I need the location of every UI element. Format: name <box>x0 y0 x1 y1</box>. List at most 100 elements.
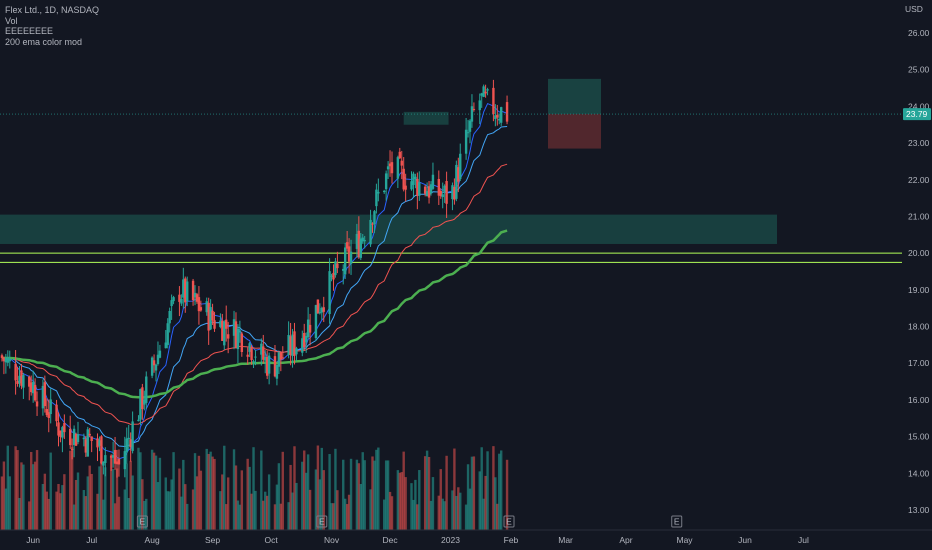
candle-body[interactable] <box>199 307 203 311</box>
candle-body[interactable] <box>143 399 146 405</box>
candle-body[interactable] <box>398 151 401 159</box>
candle-body[interactable] <box>88 433 91 436</box>
candle-body[interactable] <box>170 300 173 307</box>
candle-body[interactable] <box>150 357 154 376</box>
candle-body[interactable] <box>123 451 127 470</box>
candle-body[interactable] <box>4 358 8 363</box>
candle-body[interactable] <box>295 348 298 355</box>
candle-body[interactable] <box>404 185 407 190</box>
candle-body[interactable] <box>137 419 140 422</box>
candle-body[interactable] <box>439 190 442 197</box>
candle-body[interactable] <box>84 439 88 453</box>
candle-body[interactable] <box>43 382 47 407</box>
candle-body[interactable] <box>480 93 483 96</box>
candle-body[interactable] <box>207 302 210 331</box>
candle-body[interactable] <box>14 363 17 381</box>
candle-body[interactable] <box>96 438 99 448</box>
candle-body[interactable] <box>250 347 253 361</box>
candle-body[interactable] <box>234 321 238 348</box>
candle-body[interactable] <box>303 332 306 348</box>
candle-body[interactable] <box>498 118 501 121</box>
candle-body[interactable] <box>277 352 281 367</box>
candle-body[interactable] <box>90 436 93 442</box>
candle-body[interactable] <box>427 186 431 198</box>
candle-body[interactable] <box>109 455 113 458</box>
candle-body[interactable] <box>111 455 115 458</box>
candle-body[interactable] <box>416 178 419 196</box>
candle-body[interactable] <box>402 168 405 190</box>
candle-body[interactable] <box>468 120 472 132</box>
candle-body[interactable] <box>45 409 49 416</box>
candle-body[interactable] <box>125 438 128 453</box>
candle-body[interactable] <box>355 233 359 249</box>
candle-body[interactable] <box>357 230 361 258</box>
candle-body[interactable] <box>248 343 251 352</box>
candle-body[interactable] <box>273 356 277 377</box>
candle-body[interactable] <box>100 436 103 464</box>
candle-body[interactable] <box>154 364 158 371</box>
candle-body[interactable] <box>47 412 50 418</box>
candle-body[interactable] <box>494 115 497 120</box>
candle-body[interactable] <box>102 461 105 466</box>
candle-body[interactable] <box>472 108 476 110</box>
candle-body[interactable] <box>423 186 427 194</box>
candle-body[interactable] <box>400 160 403 166</box>
candle-body[interactable] <box>186 281 189 302</box>
candle-body[interactable] <box>59 430 62 437</box>
candle-body[interactable] <box>347 246 351 262</box>
earnings-marker[interactable] <box>316 515 328 528</box>
candle-body[interactable] <box>232 319 236 336</box>
candle-body[interactable] <box>158 350 162 358</box>
candle-body[interactable] <box>322 307 325 312</box>
candle-body[interactable] <box>180 298 183 304</box>
candle-body[interactable] <box>20 370 23 386</box>
candle-body[interactable] <box>455 164 458 199</box>
stop-zone[interactable] <box>548 114 601 149</box>
candle-body[interactable] <box>478 100 481 111</box>
candle-body[interactable] <box>61 427 64 438</box>
candle-body[interactable] <box>139 389 142 420</box>
candle-body[interactable] <box>275 364 279 379</box>
candle-body[interactable] <box>457 167 460 182</box>
candle-body[interactable] <box>336 263 339 269</box>
candle-body[interactable] <box>35 401 39 407</box>
candle-body[interactable] <box>131 421 134 451</box>
candle-body[interactable] <box>412 173 415 185</box>
price-axis[interactable]: 13.00 14.00 15.00 16.00 17.00 18.00 19.00 20.00… <box>903 28 931 515</box>
candle-body[interactable] <box>505 102 509 122</box>
candle-body[interactable] <box>129 439 132 448</box>
candle-body[interactable] <box>445 181 448 204</box>
candle-body[interactable] <box>316 299 320 314</box>
candle-body[interactable] <box>219 320 222 327</box>
candle-body[interactable] <box>334 261 337 276</box>
candle-body[interactable] <box>320 307 323 313</box>
candle-body[interactable] <box>113 449 117 464</box>
candle-body[interactable] <box>486 89 489 91</box>
target-zone[interactable] <box>548 78 601 115</box>
candle-body[interactable] <box>359 238 362 258</box>
candle-body[interactable] <box>197 297 201 312</box>
candle-body[interactable] <box>33 384 37 401</box>
candle-body[interactable] <box>384 173 388 190</box>
candle-body[interactable] <box>349 251 353 264</box>
candle-body[interactable] <box>195 294 199 302</box>
candle-body[interactable] <box>304 335 308 343</box>
candles-layer[interactable] <box>0 79 509 478</box>
candle-body[interactable] <box>213 320 216 329</box>
candle-body[interactable] <box>226 334 230 339</box>
candle-body[interactable] <box>414 176 417 180</box>
time-axis[interactable]: Jun Jul Aug Sep Oct Nov Dec 2023 Feb Mar Apr May Jun… <box>26 535 809 545</box>
candle-body[interactable] <box>28 376 31 387</box>
candle-body[interactable] <box>492 87 495 115</box>
candle-body[interactable] <box>343 247 347 275</box>
candle-body[interactable] <box>74 433 78 446</box>
candle-body[interactable] <box>332 272 335 280</box>
candle-body[interactable] <box>69 428 72 446</box>
candle-body[interactable] <box>168 311 171 324</box>
candle-body[interactable] <box>318 312 322 314</box>
candle-body[interactable] <box>382 190 386 193</box>
candle-body[interactable] <box>262 346 265 360</box>
candle-body[interactable] <box>293 331 296 356</box>
candle-body[interactable] <box>345 242 349 249</box>
candle-body[interactable] <box>437 178 441 196</box>
